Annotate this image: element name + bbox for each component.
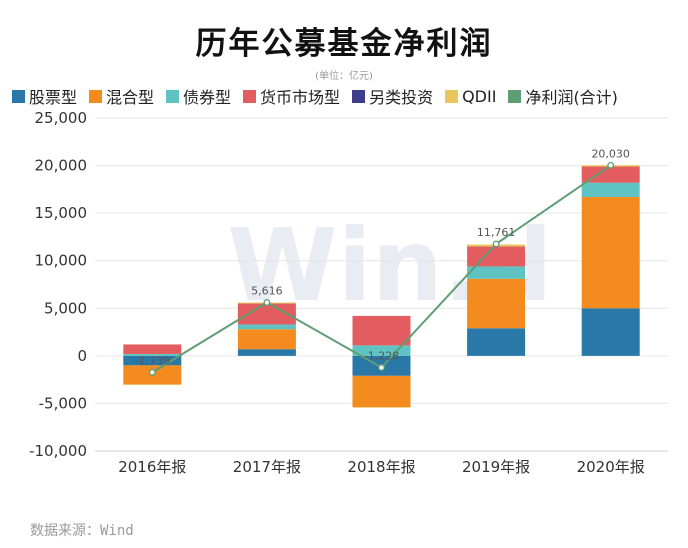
line-point bbox=[378, 364, 385, 371]
legend-item: 混合型 bbox=[89, 84, 154, 108]
x-tick-label: 2019年报 bbox=[462, 458, 530, 476]
y-tick-label: 20,000 bbox=[35, 157, 88, 175]
legend-swatch bbox=[352, 89, 366, 103]
y-tick-label: -5,000 bbox=[39, 394, 87, 412]
bar bbox=[123, 353, 182, 356]
legend-item: 股票型 bbox=[12, 84, 77, 108]
bar bbox=[237, 303, 296, 325]
chart-title: 历年公募基金净利润 bbox=[195, 26, 493, 62]
data-label: -1,739 bbox=[135, 354, 170, 367]
bar bbox=[352, 407, 411, 408]
data-label: 20,030 bbox=[591, 147, 630, 160]
legend-swatch bbox=[166, 89, 180, 103]
unit-label: (单位：亿元) bbox=[315, 71, 373, 82]
x-tick-label: 2016年报 bbox=[118, 458, 186, 476]
legend-swatch bbox=[243, 89, 257, 103]
bar bbox=[581, 182, 640, 197]
bar bbox=[352, 345, 411, 356]
bar bbox=[581, 196, 640, 309]
bar bbox=[581, 308, 640, 356]
legend-item: 债券型 bbox=[166, 84, 231, 108]
y-tick-label: 15,000 bbox=[35, 204, 88, 222]
legend-swatch bbox=[445, 89, 459, 103]
bar bbox=[237, 329, 296, 350]
legend-swatch bbox=[508, 89, 522, 103]
legend-label: 混合型 bbox=[106, 88, 155, 107]
legend-label: 股票型 bbox=[29, 88, 78, 107]
data-label: 11,761 bbox=[477, 226, 516, 239]
legend-label: QDII bbox=[462, 86, 497, 106]
y-tick-label: 25,000 bbox=[35, 109, 88, 127]
x-tick-label: 2020年报 bbox=[577, 458, 645, 476]
line-point bbox=[492, 240, 500, 248]
line-point bbox=[148, 368, 156, 376]
data-label: 5,616 bbox=[251, 284, 283, 297]
bar bbox=[237, 324, 296, 330]
legend-label: 另类投资 bbox=[369, 88, 434, 107]
line-point bbox=[607, 161, 615, 169]
bar bbox=[123, 384, 182, 385]
x-tick-label: 2018年报 bbox=[347, 458, 415, 476]
line-point bbox=[263, 298, 271, 306]
bar bbox=[467, 266, 526, 279]
legend-label: 货币市场型 bbox=[260, 88, 341, 107]
bar bbox=[467, 246, 526, 267]
y-tick-label: 0 bbox=[77, 347, 87, 365]
bar bbox=[123, 355, 182, 366]
data-label: -1,228 bbox=[364, 350, 399, 363]
y-tick-label: -10,000 bbox=[29, 442, 87, 460]
data-source: 数据来源：Wind bbox=[30, 523, 134, 539]
bar bbox=[467, 328, 526, 356]
x-tick-label: 2017年报 bbox=[233, 458, 301, 476]
legend-swatch bbox=[12, 89, 25, 103]
y-tick-label: 10,000 bbox=[35, 252, 88, 270]
legend-label: 债券型 bbox=[183, 88, 232, 107]
legend: 股票型 混合型 债券型 货币市场型 另类投资 QDII 净利润(合计) bbox=[12, 84, 630, 108]
legend-item: 另类投资 bbox=[352, 84, 433, 108]
legend-swatch bbox=[89, 89, 103, 103]
y-tick-label: 5,000 bbox=[44, 299, 87, 317]
legend-label: 净利润(合计) bbox=[525, 88, 618, 107]
bar bbox=[581, 166, 640, 183]
bar bbox=[467, 278, 526, 329]
bar bbox=[352, 315, 411, 346]
bar bbox=[123, 344, 182, 354]
legend-item: QDII bbox=[445, 87, 496, 106]
legend-item: 货币市场型 bbox=[243, 84, 340, 108]
bar bbox=[352, 375, 411, 408]
bar bbox=[237, 349, 296, 356]
legend-item: 净利润(合计) bbox=[508, 84, 618, 108]
